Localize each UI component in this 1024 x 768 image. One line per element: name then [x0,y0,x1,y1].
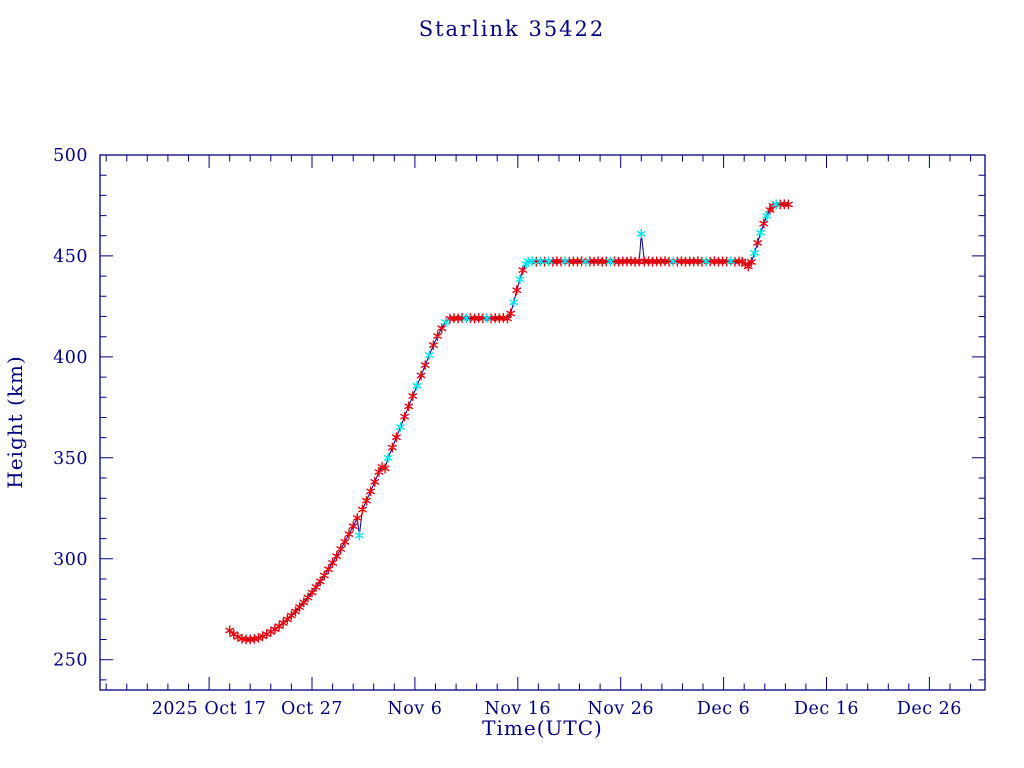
svg-text:400: 400 [53,348,88,368]
svg-text:500: 500 [53,146,88,166]
svg-text:350: 350 [53,449,88,469]
svg-text:Nov 26: Nov 26 [587,699,654,719]
svg-text:Nov 6: Nov 6 [387,699,442,719]
svg-text:300: 300 [53,550,88,570]
svg-text:Dec 26: Dec 26 [897,699,962,719]
svg-text:450: 450 [53,247,88,267]
svg-text:Oct 27: Oct 27 [281,699,343,719]
svg-text:250: 250 [53,651,88,671]
chart-title: Starlink 35422 [418,17,606,41]
svg-text:Dec 16: Dec 16 [794,699,859,719]
svg-text:Nov 16: Nov 16 [485,699,552,719]
x-axis-label: Time(UTC) [482,716,603,740]
svg-text:Dec 6: Dec 6 [697,699,750,719]
svg-text:2025 Oct 17: 2025 Oct 17 [152,699,267,719]
